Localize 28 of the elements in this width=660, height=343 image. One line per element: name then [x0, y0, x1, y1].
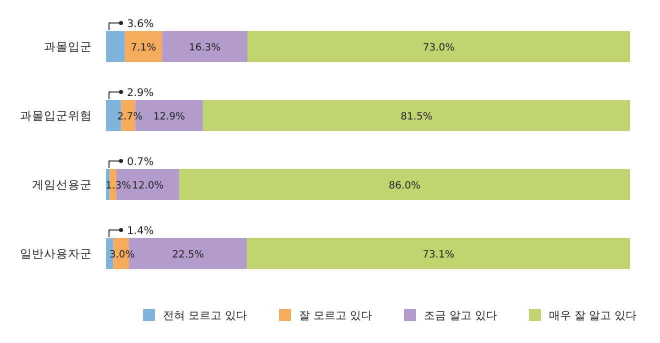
y-tick-label: 과몰입군위험: [20, 108, 92, 122]
legend-label: 조금 알고 있다: [424, 309, 497, 322]
y-tick-label: 게임선용군: [32, 178, 92, 192]
data-label: 81.5%: [400, 112, 432, 122]
data-label: 3.6%: [127, 18, 154, 30]
bar: [106, 31, 125, 62]
data-label: 12.9%: [153, 112, 186, 122]
data-label: 2.9%: [127, 87, 154, 99]
data-label: 22.5%: [172, 250, 204, 260]
data-label: 7.1%: [130, 42, 156, 54]
data-label: 73.1%: [422, 250, 454, 260]
data-label: 1.4%: [127, 225, 154, 237]
data-label: 16.3%: [188, 42, 221, 54]
legend-label: 전혀 모르고 있다: [163, 309, 247, 322]
bar: [179, 169, 630, 200]
bar: [247, 31, 630, 62]
legend-label: 매우 잘 알고 있다: [549, 309, 636, 322]
bar: [246, 238, 630, 269]
bar: [202, 100, 630, 131]
y-tick-label: 일반사용자군: [20, 246, 92, 260]
data-label: 0.7%: [127, 156, 154, 168]
y-tick-label: 과몰입군: [44, 40, 92, 54]
legend-label: 잘 모르고 있다: [299, 309, 372, 322]
data-label: 86.0%: [388, 180, 421, 192]
bar: [124, 31, 162, 62]
data-label: 12.0%: [132, 180, 164, 192]
data-label: 73.0%: [422, 42, 455, 54]
bar: [162, 31, 248, 62]
